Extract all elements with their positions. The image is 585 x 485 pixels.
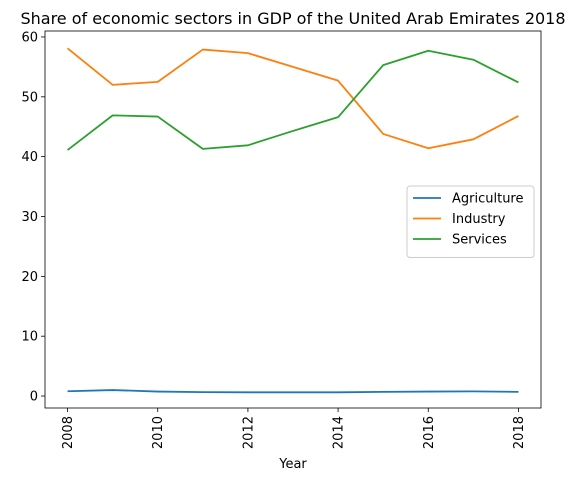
legend: Agriculture Industry Services (406, 185, 535, 258)
y-tick-label-2: 20 (21, 270, 38, 285)
legend-label-industry: Industry (452, 212, 506, 227)
x-tick-label-3: 2014 (332, 416, 347, 449)
y-tick-label-1: 10 (21, 330, 38, 345)
x-tick-label-5: 2018 (512, 416, 527, 449)
x-axis-label: Year (278, 457, 307, 472)
legend-label-agriculture: Agriculture (452, 192, 524, 207)
chart-title: Share of economic sectors in GDP of the … (20, 9, 565, 28)
y-tick-label-3: 30 (21, 210, 38, 225)
y-tick-label-4: 40 (21, 150, 38, 165)
y-tick-label-0: 0 (30, 390, 38, 405)
x-tick-label-1: 2010 (151, 416, 166, 449)
y-tick-label-6: 60 (21, 30, 38, 45)
x-tick-label-2: 2012 (241, 416, 256, 449)
series-line-industry (66, 47, 519, 150)
series-line-agriculture (67, 389, 519, 394)
plot-area: 0 10 20 30 40 50 60 2008 2010 2012 2014 2016 2018 (21, 30, 542, 449)
x-tick-label-4: 2016 (422, 416, 437, 449)
plot-frame (44, 30, 542, 409)
series-line-services (66, 49, 519, 151)
legend-label-services: Services (452, 233, 507, 248)
x-tick-label-0: 2008 (61, 416, 76, 449)
y-tick-label-5: 50 (21, 90, 38, 105)
